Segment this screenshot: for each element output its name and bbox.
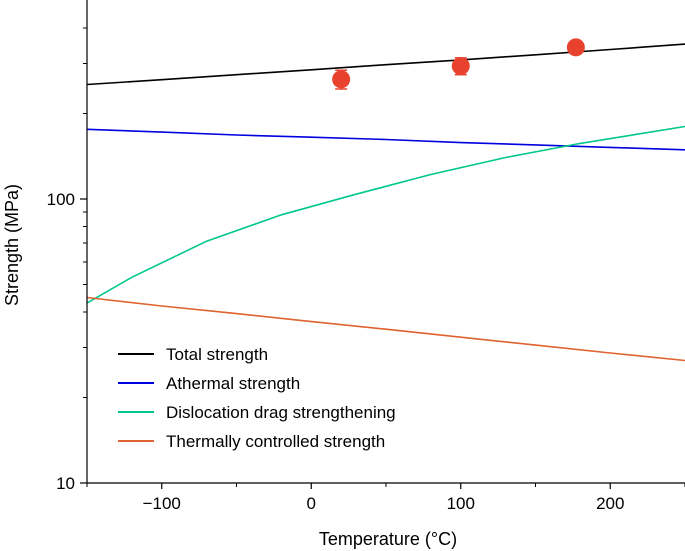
series-line-thermally-controlled-strength bbox=[86, 296, 685, 362]
x-ticks: −100 0 100 200 bbox=[86, 483, 685, 513]
x-tick-label: 100 bbox=[447, 494, 475, 513]
series-line-total-strength bbox=[86, 43, 685, 86]
x-tick-label: 0 bbox=[307, 494, 316, 513]
series-line-athermal-strength bbox=[86, 128, 685, 151]
y-tick-label: 100 bbox=[47, 190, 75, 209]
series-layer bbox=[86, 43, 685, 362]
y-ticks: 10 100 bbox=[47, 27, 87, 493]
y-axis-title: Strength (MPa) bbox=[2, 184, 22, 306]
data-point bbox=[451, 56, 470, 75]
marker-layer bbox=[332, 38, 585, 90]
legend-label: Athermal strength bbox=[166, 374, 300, 393]
plot-area bbox=[86, 38, 685, 362]
x-tick-label: 200 bbox=[596, 494, 624, 513]
data-point bbox=[332, 70, 351, 89]
legend-label: Dislocation drag strengthening bbox=[166, 403, 396, 422]
data-point bbox=[566, 38, 585, 57]
x-tick-label: −100 bbox=[143, 494, 181, 513]
y-tick-label: 10 bbox=[56, 474, 75, 493]
legend-label: Total strength bbox=[166, 345, 268, 364]
legend-label: Thermally controlled strength bbox=[166, 432, 385, 451]
axes: −100 0 100 200 10 100 bbox=[47, 0, 685, 513]
x-axis-title: Temperature (°C) bbox=[319, 529, 457, 549]
series-line-dislocation-drag-strengthening bbox=[86, 125, 685, 304]
legend: Total strength Athermal strength Dislocati… bbox=[118, 345, 396, 451]
